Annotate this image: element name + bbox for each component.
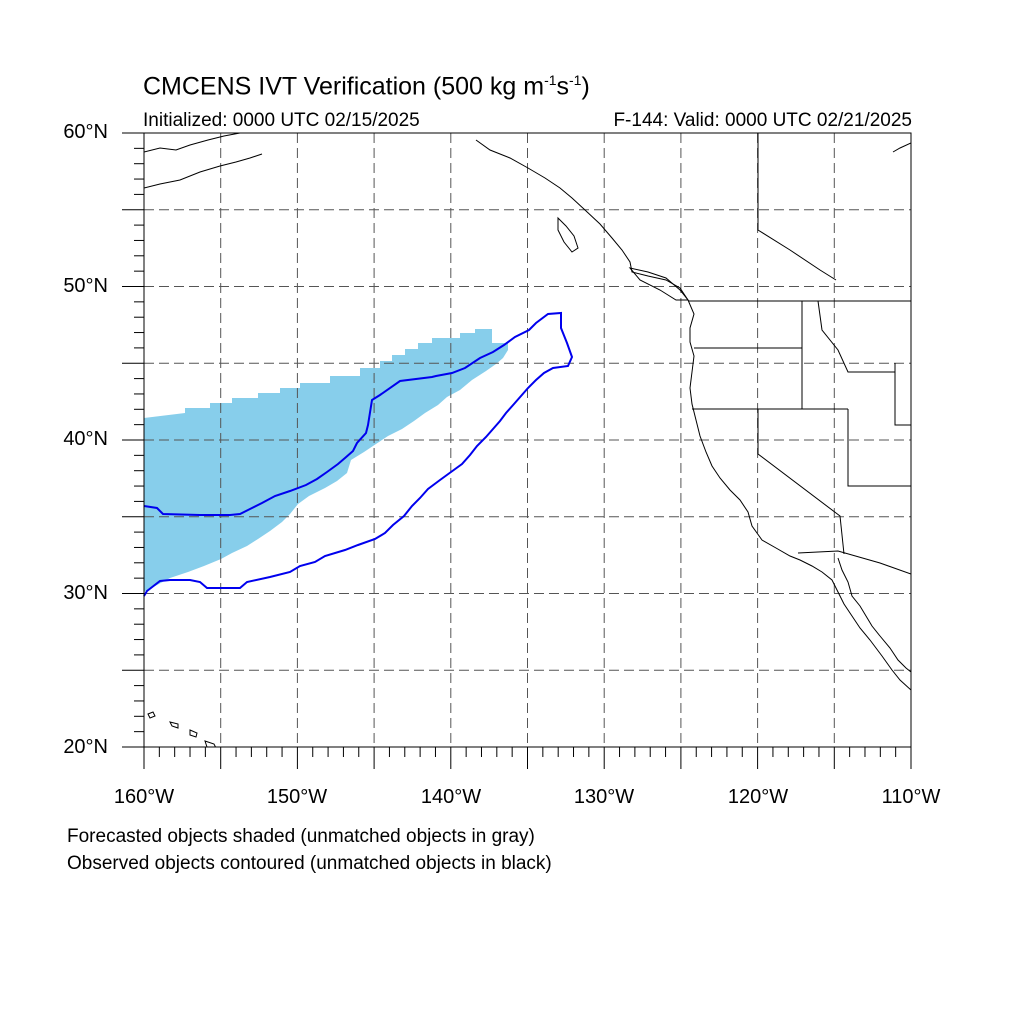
observed-note: Observed objects contoured (unmatched ob… (67, 853, 552, 874)
lat-label-60n: 60°N (63, 121, 108, 143)
northern-coastline (892, 142, 911, 153)
hawaii-island-oahu (169, 721, 179, 729)
initialized-label: Initialized: 0000 UTC 02/15/2025 (143, 110, 420, 131)
forecast-note: Forecasted objects shaded (unmatched obj… (67, 826, 535, 847)
idaho-montana-border (817, 300, 895, 373)
geography-layer (144, 133, 911, 747)
hawaii-island-big (204, 740, 217, 747)
lat-label-50n: 50°N (63, 275, 108, 297)
lon-label-160w: 160°W (113, 786, 175, 808)
california-nevada-border (757, 409, 845, 555)
lon-label-150w: 150°W (266, 786, 328, 808)
forecast-ivt-object (144, 329, 508, 592)
lat-label-20n: 20°N (63, 736, 108, 758)
lon-label-130w: 130°W (573, 786, 635, 808)
us-mexico-border (797, 550, 911, 575)
west-coast-coastline (475, 139, 911, 691)
lon-label-120w: 120°W (727, 786, 789, 808)
alaska-coastline (144, 133, 241, 153)
nevada-utah-arizona-border (847, 409, 911, 487)
hawaii-island-kauai (147, 711, 156, 719)
canada-provincial-border (757, 133, 837, 281)
lon-label-140w: 140°W (420, 786, 482, 808)
wyoming-border (894, 363, 911, 426)
map-title: CMCENS IVT Verification (500 kg m-1s-1) (143, 72, 590, 101)
lat-label-40n: 40°N (63, 428, 108, 450)
valid-time-label: F-144: Valid: 0000 UTC 02/21/2025 (613, 110, 912, 131)
baja-gulf-coastline (837, 557, 911, 673)
hawaii-island-maui (189, 729, 198, 738)
lon-label-110w: 110°W (881, 786, 941, 808)
vancouver-island (628, 267, 690, 301)
haida-gwaii-island (557, 216, 579, 253)
observed-ivt-contour (143, 311, 574, 597)
alaska-peninsula-coastline (144, 153, 263, 189)
lat-label-30n: 30°N (63, 582, 108, 604)
